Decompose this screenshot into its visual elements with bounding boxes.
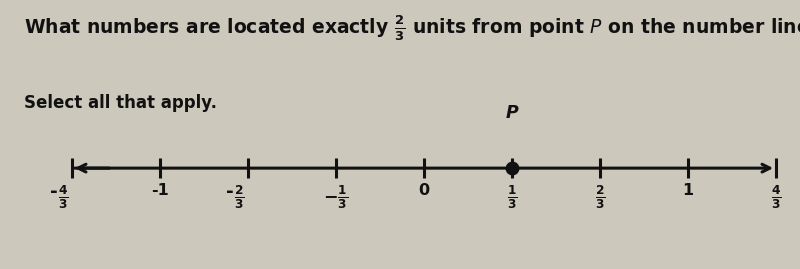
Text: 0: 0 (418, 183, 430, 198)
Text: What numbers are located exactly $\mathdefault{\frac{2}{3}}$ units from point $\: What numbers are located exactly $\mathd… (24, 13, 800, 43)
Text: -: - (226, 182, 234, 201)
Text: $\mathdefault{\frac{2}{3}}$: $\mathdefault{\frac{2}{3}}$ (594, 183, 606, 211)
Text: P: P (506, 104, 518, 122)
Text: $\mathdefault{-\frac{1}{3}}$: $\mathdefault{-\frac{1}{3}}$ (323, 183, 349, 211)
Text: -1: -1 (151, 183, 169, 198)
Text: 1: 1 (682, 183, 694, 198)
Text: -: - (50, 182, 58, 201)
Text: $\mathdefault{\frac{2}{3}}$: $\mathdefault{\frac{2}{3}}$ (234, 183, 244, 211)
Text: $\mathdefault{\frac{4}{3}}$: $\mathdefault{\frac{4}{3}}$ (770, 183, 782, 211)
Text: Select all that apply.: Select all that apply. (24, 94, 217, 112)
Text: $\mathdefault{\frac{4}{3}}$: $\mathdefault{\frac{4}{3}}$ (58, 183, 68, 211)
Text: $\mathdefault{\frac{1}{3}}$: $\mathdefault{\frac{1}{3}}$ (506, 183, 518, 211)
